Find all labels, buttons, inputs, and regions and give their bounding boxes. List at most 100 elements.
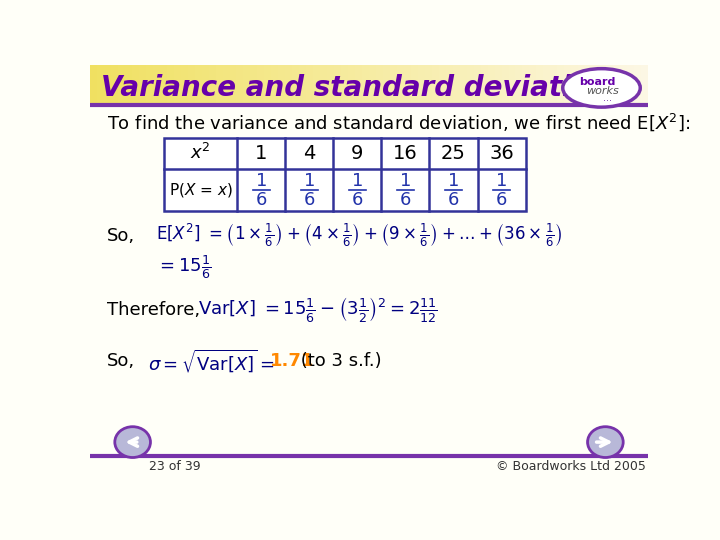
Bar [613, 65, 621, 105]
Text: 1: 1 [496, 172, 507, 191]
Bar [599, 65, 607, 105]
Bar [390, 65, 397, 105]
Bar [313, 65, 321, 105]
Bar [495, 65, 503, 105]
Text: To find the variance and standard deviation, we first need E[$X^2$]:: To find the variance and standard deviat… [107, 112, 690, 133]
Bar [132, 65, 140, 105]
Bar [641, 65, 649, 105]
Bar [215, 65, 223, 105]
Text: $=15\frac{1}{6}$: $=15\frac{1}{6}$ [156, 253, 211, 281]
Bar [194, 65, 202, 105]
Bar [481, 65, 488, 105]
Bar [620, 65, 628, 105]
Bar [529, 65, 537, 105]
Bar [606, 65, 614, 105]
Bar [251, 65, 258, 105]
Text: Therefore,: Therefore, [107, 301, 200, 319]
Ellipse shape [114, 427, 150, 457]
Bar [222, 65, 230, 105]
Bar [348, 65, 356, 105]
Bar [300, 65, 307, 105]
Bar [376, 65, 384, 105]
Text: 1: 1 [448, 172, 459, 191]
Bar [544, 65, 551, 105]
Bar [279, 65, 286, 105]
Text: 1: 1 [351, 172, 363, 191]
Text: 6: 6 [256, 191, 267, 209]
Text: 1: 1 [256, 172, 267, 191]
Bar [474, 65, 482, 105]
Text: 16: 16 [393, 144, 418, 163]
Bar [181, 65, 189, 105]
Bar [536, 65, 544, 105]
Text: 1: 1 [304, 172, 315, 191]
Bar [516, 65, 523, 105]
Bar [508, 65, 516, 105]
Bar [571, 65, 579, 105]
Bar [167, 65, 174, 105]
Bar [104, 65, 112, 105]
Bar [411, 65, 418, 105]
Text: P($X$ = $x$): P($X$ = $x$) [168, 181, 233, 199]
Bar [550, 65, 558, 105]
Bar [383, 65, 391, 105]
Text: 6: 6 [448, 191, 459, 209]
Bar [438, 65, 446, 105]
Text: So,: So, [107, 352, 135, 370]
Text: (to 3 s.f.): (to 3 s.f.) [295, 352, 382, 370]
Bar [230, 65, 238, 105]
Ellipse shape [588, 427, 624, 457]
Text: © Boardworks Ltd 2005: © Boardworks Ltd 2005 [495, 460, 645, 473]
Bar [634, 65, 642, 105]
Bar [285, 65, 293, 105]
Text: 6: 6 [304, 191, 315, 209]
Bar [271, 65, 279, 105]
Bar [593, 65, 600, 105]
Text: $\sigma=\sqrt{\mathrm{Var}[X]}=$: $\sigma=\sqrt{\mathrm{Var}[X]}=$ [148, 348, 274, 375]
Bar [139, 65, 147, 105]
Bar [292, 65, 300, 105]
Bar [459, 65, 467, 105]
Bar [453, 65, 461, 105]
Bar [334, 65, 342, 105]
Bar [627, 65, 635, 105]
Bar [362, 65, 370, 105]
Text: 6: 6 [400, 191, 411, 209]
Bar [306, 65, 314, 105]
Text: 4: 4 [303, 144, 315, 163]
Bar [320, 65, 328, 105]
Text: works: works [586, 86, 618, 96]
Text: 36: 36 [489, 144, 514, 163]
Bar [209, 65, 216, 105]
Bar [125, 65, 132, 105]
Text: Variance and standard deviation: Variance and standard deviation [101, 74, 611, 102]
Bar [425, 65, 433, 105]
Bar [202, 65, 210, 105]
Bar [467, 65, 474, 105]
Bar [188, 65, 195, 105]
Text: E[$X^{2}$] $=\left(1\times\frac{1}{6}\right)+\left(4\times\frac{1}{6}\right)+\le: E[$X^{2}$] $=\left(1\times\frac{1}{6}\ri… [156, 222, 562, 249]
Text: Var[$X$] $=15\frac{1}{6}-\left(3\frac{1}{2}\right)^{2}=2\frac{11}{12}$: Var[$X$] $=15\frac{1}{6}-\left(3\frac{1}… [199, 295, 438, 324]
Bar [174, 65, 181, 105]
Bar [111, 65, 119, 105]
Bar [446, 65, 454, 105]
Text: 1.71: 1.71 [270, 352, 314, 370]
Bar [145, 65, 153, 105]
Text: 25: 25 [441, 144, 466, 163]
Bar [557, 65, 565, 105]
Text: 9: 9 [351, 144, 364, 163]
Bar [432, 65, 439, 105]
Bar [418, 65, 426, 105]
Bar [90, 65, 98, 105]
Ellipse shape [563, 69, 640, 107]
Bar [97, 65, 104, 105]
Bar [118, 65, 126, 105]
Text: 6: 6 [496, 191, 507, 209]
Text: 1: 1 [255, 144, 267, 163]
Text: 6: 6 [351, 191, 363, 209]
Bar [264, 65, 272, 105]
Bar [397, 65, 405, 105]
Text: 1: 1 [400, 172, 411, 191]
Bar [502, 65, 509, 105]
Bar [564, 65, 572, 105]
